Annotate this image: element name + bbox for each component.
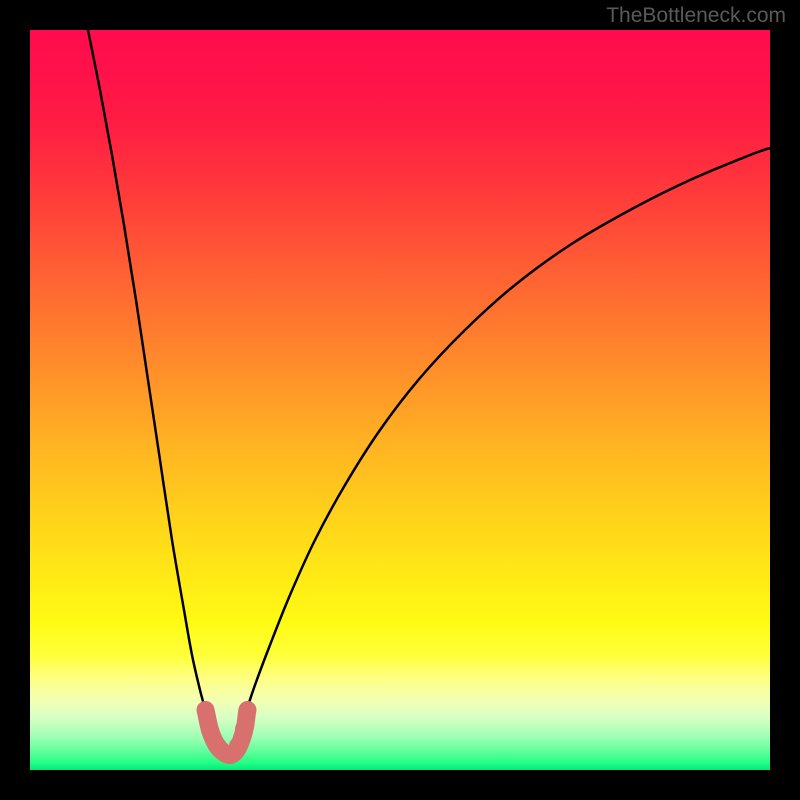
curve-left-branch [88,30,206,712]
outer-frame: TheBottleneck.com [0,0,800,800]
bottleneck-curve [30,30,770,770]
marker-dot [229,737,247,755]
marker-dots [197,701,257,763]
marker-dot [239,701,257,719]
marker-dot [235,720,253,738]
marker-dot [201,721,219,739]
marker-dot [197,701,215,719]
plot-area [30,30,770,770]
watermark-text: TheBottleneck.com [606,4,786,28]
curve-right-branch [246,148,770,712]
